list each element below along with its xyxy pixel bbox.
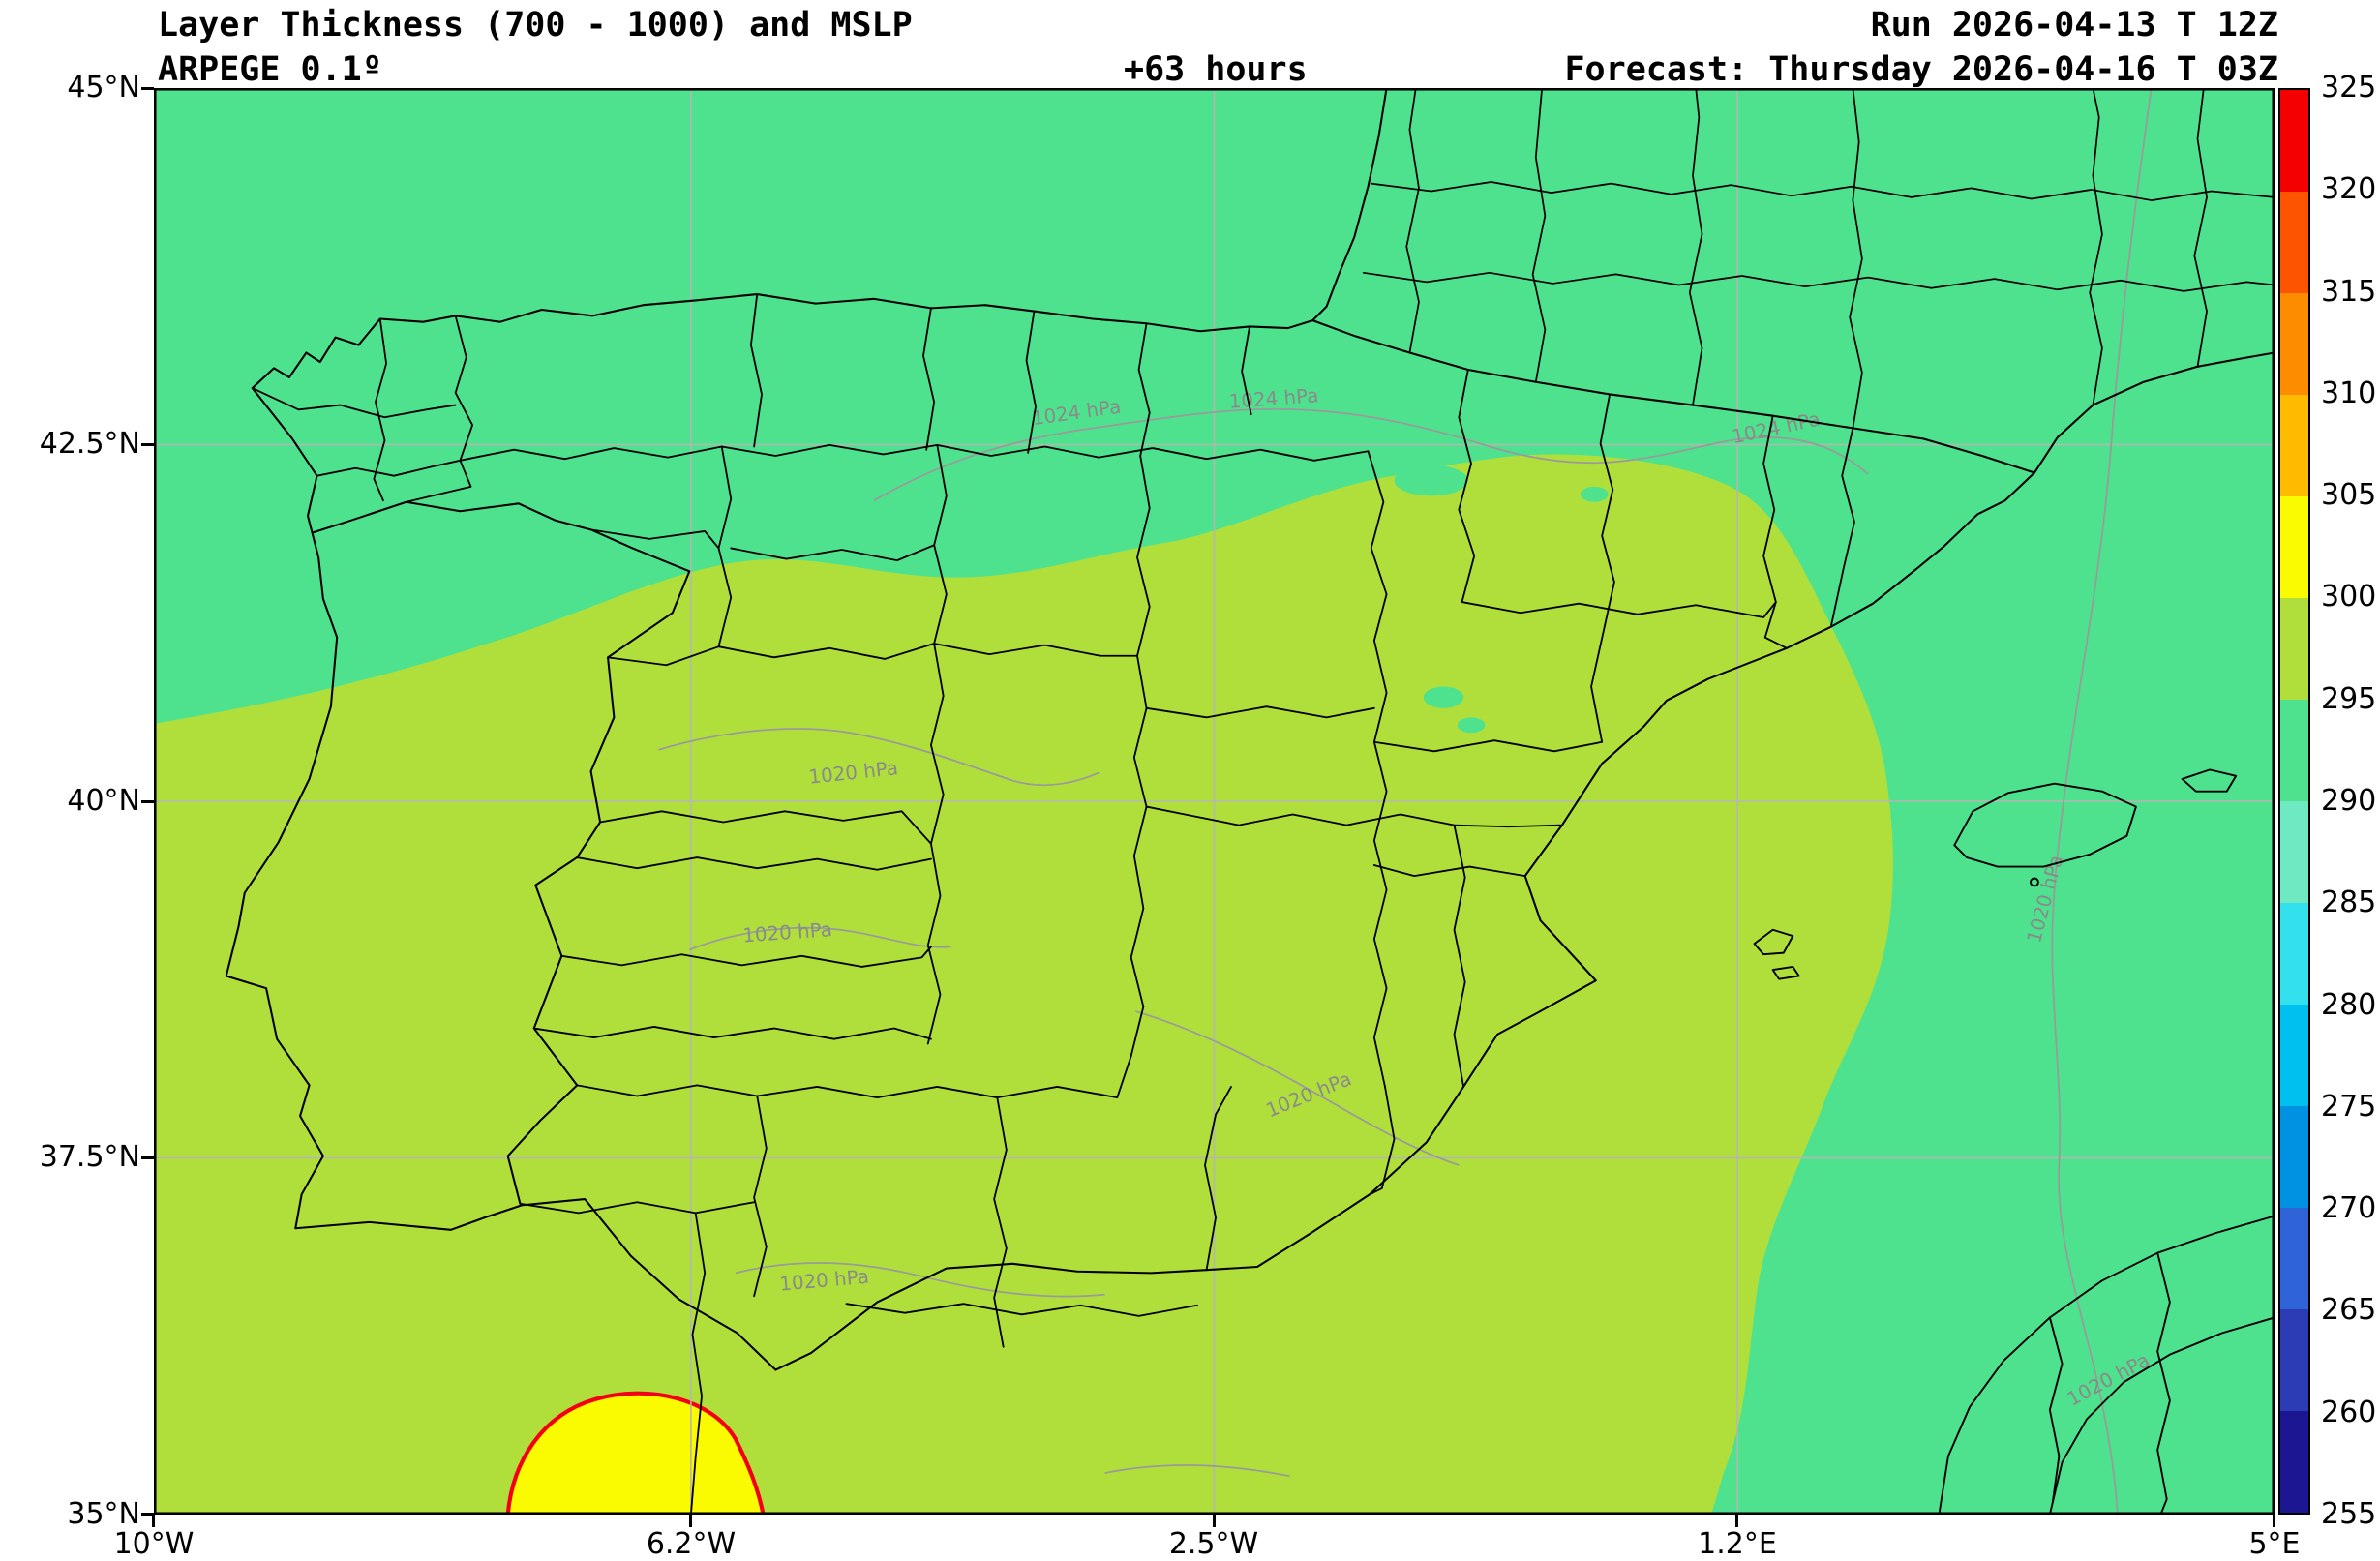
y-tick-45n: 45°N <box>67 71 140 105</box>
map-frame <box>154 88 2275 1515</box>
x-tick-1-2e: 1.2°E <box>1698 1527 1777 1561</box>
y-tickmark <box>141 87 154 90</box>
weather-map-svg: 1024 hPa 1024 hPa 1024 hPa 1020 hPa 1020… <box>154 88 2275 1515</box>
x-tick-5e: 5°E <box>2248 1527 2301 1561</box>
colorbar-tick-285: 285 <box>2321 886 2377 919</box>
spain-province-borders <box>251 293 1855 1515</box>
colorbar-tick-295: 295 <box>2321 682 2377 716</box>
x-tick-6-2w: 6.2°W <box>646 1527 737 1561</box>
map-canvas: 1024 hPa 1024 hPa 1024 hPa 1020 hPa 1020… <box>154 88 2275 1515</box>
x-tick-2-5w: 2.5°W <box>1168 1527 1259 1561</box>
y-tick-40n: 40°N <box>67 784 140 818</box>
colorbar-tick-280: 280 <box>2321 988 2377 1022</box>
colorbar-tick-265: 265 <box>2321 1293 2377 1327</box>
x-tickmark <box>1735 1515 1738 1527</box>
x-tickmark <box>1213 1515 1216 1527</box>
colorbar-tick-255: 255 <box>2321 1497 2377 1531</box>
colorbar-segment <box>2280 1411 2308 1513</box>
france-mediterranean-coastline <box>2033 351 2275 474</box>
y-tick-35n: 35°N <box>67 1497 140 1531</box>
thickness-band-295-300-region <box>154 454 1893 1515</box>
thickness-300-red-contour <box>505 1391 766 1515</box>
colorbar-segment <box>2280 496 2308 598</box>
lead-time-label: +63 hours <box>1124 50 1308 89</box>
colorbar-tick-315: 315 <box>2321 275 2377 309</box>
colorbar-segment <box>2280 903 2308 1005</box>
colorbar-segment <box>2280 293 2308 395</box>
france-atlantic-coastline <box>1311 88 1388 322</box>
colorbar-segment <box>2280 700 2308 801</box>
colorbar-tick-325: 325 <box>2321 71 2377 105</box>
colorbar-tick-305: 305 <box>2321 478 2377 512</box>
thickness-colorbar <box>2278 88 2310 1515</box>
colorbar-tick-300: 300 <box>2321 580 2377 614</box>
colorbar-segment <box>2280 1309 2308 1411</box>
colorbar-tick-320: 320 <box>2321 172 2377 206</box>
y-tickmark <box>141 443 154 446</box>
run-label: Run 2026-04-13 T 12Z <box>1870 6 2278 45</box>
mslp-isobars <box>658 88 2153 1515</box>
thickness-band-290-295-patches <box>1394 465 1609 734</box>
balearic-islands <box>1753 768 2238 980</box>
colorbar-segment <box>2280 90 2308 192</box>
x-tickmark <box>2273 1515 2275 1527</box>
france-department-borders <box>1362 88 2275 430</box>
y-tickmark <box>141 800 154 803</box>
portugal-spain-border <box>311 500 691 1205</box>
colorbar-segment <box>2280 1208 2308 1309</box>
colorbar-segment <box>2280 801 2308 903</box>
africa-coast-and-borders <box>1938 1215 2275 1515</box>
colorbar-segment <box>2280 192 2308 293</box>
x-tick-10w: 10°W <box>113 1527 195 1561</box>
forecast-label: Forecast: Thursday 2026-04-16 T 03Z <box>1564 50 2278 89</box>
colorbar-tick-260: 260 <box>2321 1396 2377 1429</box>
colorbar-tick-290: 290 <box>2321 784 2377 818</box>
colorbar-tick-275: 275 <box>2321 1090 2377 1124</box>
colorbar-tick-310: 310 <box>2321 376 2377 410</box>
chart-title: Layer Thickness (700 - 1000) and MSLP <box>158 6 913 45</box>
colorbar-segment <box>2280 598 2308 700</box>
pyrenees-border <box>1311 319 2035 474</box>
x-tickmark <box>689 1515 692 1527</box>
y-tick-37-5n: 37.5°N <box>39 1140 140 1174</box>
y-tick-42-5n: 42.5°N <box>39 427 140 461</box>
colorbar-segment <box>2280 1005 2308 1106</box>
colorbar-segment <box>2280 1106 2308 1208</box>
x-tickmark <box>152 1515 155 1527</box>
colorbar-tick-270: 270 <box>2321 1191 2377 1225</box>
model-label: ARPEGE 0.1º <box>158 50 382 89</box>
iberia-coastline <box>225 293 2035 1371</box>
y-tickmark <box>141 1513 154 1516</box>
y-tickmark <box>141 1156 154 1159</box>
colorbar-segment <box>2280 395 2308 496</box>
